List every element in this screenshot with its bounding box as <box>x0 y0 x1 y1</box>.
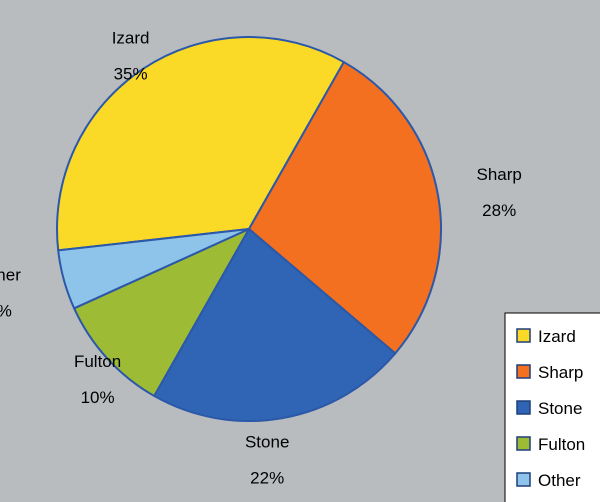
legend-swatch-sharp <box>516 364 531 379</box>
legend-label-stone: Stone <box>538 399 582 418</box>
legend-label-fulton: Fulton <box>538 435 585 454</box>
legend-swatch-stone <box>516 400 531 415</box>
slice-label-stone: Stone <box>245 433 289 452</box>
slice-value-fulton: 10% <box>81 388 115 407</box>
slice-value-stone: 22% <box>250 469 284 488</box>
pie-slice-izard <box>56 36 345 252</box>
slice-label-fulton: Fulton <box>74 352 121 371</box>
pie-slice-sharp <box>248 61 443 355</box>
slice-labels: Izard 35% Sharp 28% Stone 22% Fulton 10% Other 5% <box>0 29 522 488</box>
slice-value-sharp: 28% <box>482 201 516 220</box>
slice-value-izard: 35% <box>114 65 148 84</box>
pie-slice-stone <box>153 228 397 422</box>
pie-slice-other <box>57 228 250 310</box>
legend-label-other: Other <box>538 471 581 490</box>
slice-label-sharp: Sharp <box>477 165 522 184</box>
pie-slices <box>56 36 443 422</box>
legend-label-izard: Izard <box>538 327 576 346</box>
legend-label-sharp: Sharp <box>538 363 583 382</box>
slice-label-izard: Izard <box>112 29 150 48</box>
legend: Izard Sharp Stone Fulton Other <box>504 312 600 502</box>
legend-swatch-other <box>516 472 531 487</box>
slice-label-other: Other <box>0 266 21 285</box>
legend-swatch-izard <box>516 328 531 343</box>
pie-slice-fulton <box>73 228 250 397</box>
legend-swatch-fulton <box>516 436 531 451</box>
slice-value-other: 5% <box>0 302 12 321</box>
